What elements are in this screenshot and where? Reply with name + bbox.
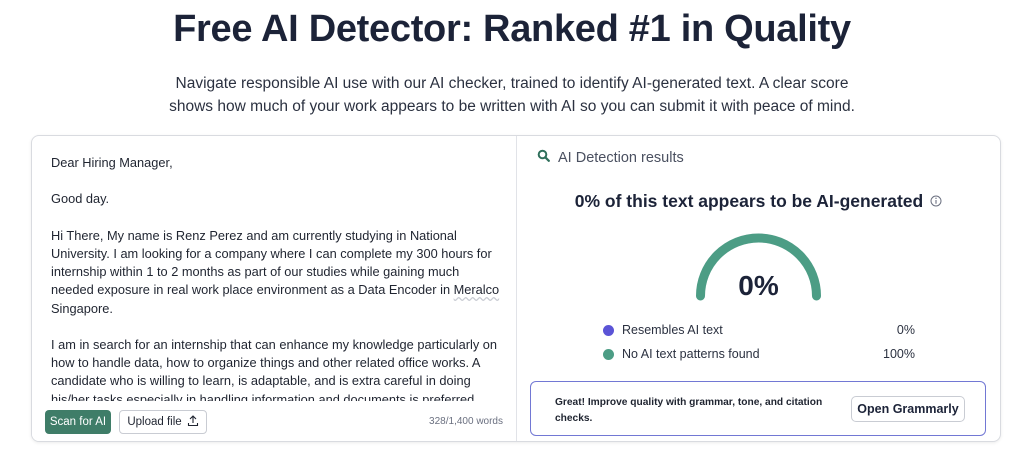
ai-score-value: 0%: [738, 270, 779, 301]
ai-score-gauge: [696, 233, 821, 301]
legend-value-ai: 0%: [896, 323, 915, 337]
page-title: Free AI Detector: Ranked #1 in Quality: [173, 8, 851, 50]
ai-score-headline: 0% of this text appears to be AI-generat…: [517, 191, 1000, 212]
essay-paragraph-tail: Singapore.: [51, 300, 113, 316]
essay-paragraph: I am in search for an internship that ca…: [51, 336, 498, 401]
detector-card: Dear Hiring Manager, Good day. Hi There,…: [31, 135, 1001, 442]
essay-paragraph: Good day.: [51, 191, 110, 207]
results-pane: AI Detection results 0% of this text app…: [517, 136, 1000, 441]
essay-paragraph-text: Hi There, My name is Renz Perez and am c…: [51, 227, 492, 298]
scan-for-ai-button[interactable]: Scan for AI: [45, 410, 111, 434]
editor-footer: Scan for AI Upload file 328/1,400 words: [32, 403, 516, 441]
legend-row-ai: Resembles AI text 0%: [603, 320, 915, 340]
results-header-label: AI Detection results: [558, 149, 684, 166]
subtitle-line-2: shows how much of your work appears to b…: [169, 98, 855, 115]
grammarly-promo: Great! Improve quality with grammar, ton…: [530, 381, 986, 436]
ai-score-headline-text: 0% of this text appears to be AI-generat…: [574, 191, 924, 211]
promo-text: Great! Improve quality with grammar, ton…: [555, 397, 823, 424]
gauge-human-arc: [696, 233, 821, 301]
essay-paragraph: Hi There, My name is Renz Perez and am c…: [51, 227, 501, 318]
spelling-flagged-word[interactable]: Meralco: [453, 282, 500, 298]
word-count: 328/1,400 words: [429, 416, 503, 427]
upload-icon: [187, 414, 199, 430]
upload-file-label: Upload file: [127, 416, 182, 428]
search-icon: [537, 149, 550, 166]
legend-dot-ai: [603, 324, 614, 336]
upload-file-button[interactable]: Upload file: [119, 410, 207, 434]
legend-label-ai: Resembles AI text: [622, 323, 723, 337]
legend-label-human: No AI text patterns found: [622, 347, 760, 361]
results-header: AI Detection results: [537, 149, 684, 166]
legend-value-human: 100%: [883, 347, 915, 361]
subtitle-line-1: Navigate responsible AI use with our AI …: [175, 75, 849, 92]
open-grammarly-button[interactable]: Open Grammarly: [851, 396, 965, 422]
legend-row-human: No AI text patterns found 100%: [603, 344, 915, 364]
editor-pane: Dear Hiring Manager, Good day. Hi There,…: [32, 136, 517, 441]
page-subtitle: Navigate responsible AI use with our AI …: [150, 72, 874, 118]
info-icon[interactable]: [930, 191, 942, 212]
legend-dot-human: [603, 348, 614, 360]
essay-paragraph: Dear Hiring Manager,: [51, 155, 173, 170]
essay-textarea[interactable]: Dear Hiring Manager, Good day. Hi There,…: [51, 154, 501, 401]
